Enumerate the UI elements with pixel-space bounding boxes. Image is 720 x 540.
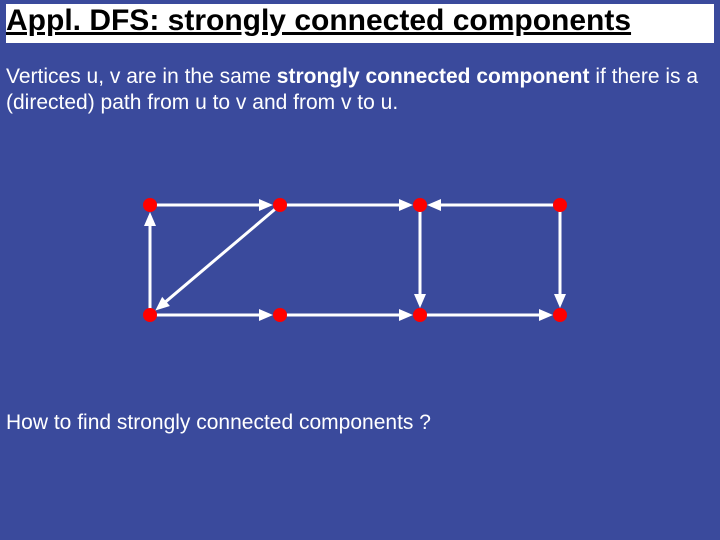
graph-node <box>143 308 157 322</box>
title-bar: Appl. DFS: strongly connected components <box>6 4 714 43</box>
graph-nodes <box>143 198 567 322</box>
definition-text: Vertices u, v are in the same strongly c… <box>6 64 714 117</box>
graph-node <box>413 308 427 322</box>
question-text: How to find strongly connected component… <box>6 410 714 436</box>
arrowhead-icon <box>554 294 566 308</box>
definition-bold: strongly connected component <box>277 65 590 88</box>
graph-edges <box>144 199 566 321</box>
slide-title: Appl. DFS: strongly connected components <box>6 4 714 43</box>
slide: Appl. DFS: strongly connected components… <box>0 0 720 540</box>
graph-node <box>553 198 567 212</box>
graph-node <box>413 198 427 212</box>
arrowhead-icon <box>259 199 273 211</box>
arrowhead-icon <box>399 309 413 321</box>
arrowhead-icon <box>539 309 553 321</box>
arrowhead-icon <box>144 212 156 226</box>
arrowhead-icon <box>414 294 426 308</box>
graph-node <box>273 198 287 212</box>
graph-node <box>553 308 567 322</box>
graph-node <box>273 308 287 322</box>
scc-graph-svg <box>110 175 610 355</box>
arrowhead-icon <box>427 199 441 211</box>
arrowhead-icon <box>399 199 413 211</box>
graph-edge <box>166 210 275 302</box>
graph-node <box>143 198 157 212</box>
definition-pre: Vertices u, v are in the same <box>6 65 277 88</box>
scc-graph <box>110 175 610 355</box>
arrowhead-icon <box>259 309 273 321</box>
